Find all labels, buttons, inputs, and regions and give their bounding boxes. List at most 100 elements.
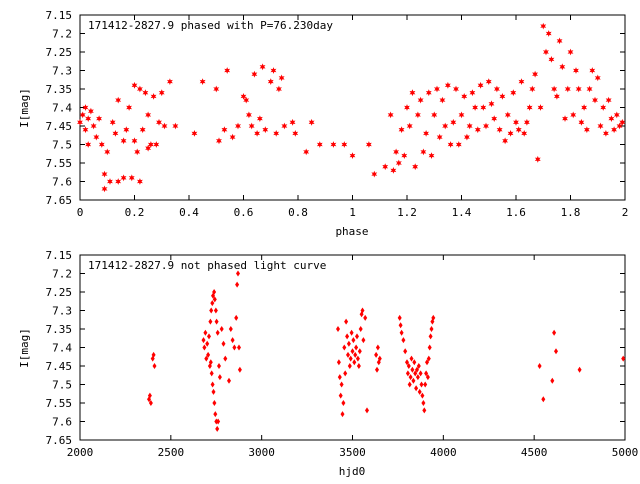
- data-point: [594, 74, 601, 82]
- data-point: [553, 93, 560, 100]
- data-point: [424, 370, 429, 377]
- data-point: [406, 122, 413, 130]
- data-point: [377, 355, 382, 362]
- data-point: [251, 70, 258, 78]
- data-point: [161, 122, 168, 130]
- x-tick-label: 1.2: [397, 206, 417, 219]
- data-point: [134, 148, 141, 156]
- data-point: [532, 70, 538, 78]
- data-point: [88, 107, 94, 115]
- x-tick-label: 0: [77, 206, 84, 219]
- data-point: [147, 141, 154, 148]
- x-tick-label: 3000: [248, 446, 275, 459]
- data-point: [85, 141, 92, 148]
- data-point: [410, 366, 415, 373]
- data-point: [423, 130, 429, 137]
- data-point: [131, 137, 138, 145]
- data-point: [401, 337, 406, 344]
- data-point: [600, 104, 607, 111]
- data-point: [355, 355, 360, 362]
- data-point: [583, 126, 590, 134]
- data-point: [411, 377, 416, 384]
- data-point: [515, 126, 522, 134]
- data-point: [524, 118, 530, 126]
- y-tick-label: 7.35: [46, 83, 73, 96]
- data-point: [145, 111, 152, 119]
- data-point: [344, 318, 349, 325]
- data-points: [147, 270, 626, 432]
- data-point: [104, 148, 111, 156]
- data-point: [229, 133, 236, 141]
- data-point: [213, 411, 218, 418]
- data-point: [223, 355, 228, 362]
- data-point: [210, 300, 215, 307]
- chart-title: 171412-2827.9 phased with P=76.230day: [88, 19, 333, 32]
- x-tick-label: 3500: [339, 446, 366, 459]
- data-point: [398, 322, 403, 329]
- y-tick-label: 7.6: [52, 176, 72, 189]
- data-point: [464, 133, 470, 141]
- data-point: [210, 381, 215, 388]
- data-point: [426, 355, 431, 362]
- data-point: [98, 141, 105, 148]
- y-tick-label: 7.4: [52, 102, 72, 115]
- data-point: [472, 104, 479, 111]
- x-tick-label: 0.6: [234, 206, 254, 219]
- data-point: [347, 363, 352, 369]
- data-point: [356, 363, 361, 369]
- data-point: [371, 170, 378, 178]
- data-point: [415, 111, 421, 119]
- x-tick-label: 2000: [67, 446, 94, 459]
- data-point: [450, 118, 457, 126]
- data-point: [414, 385, 419, 392]
- data-point: [330, 141, 337, 148]
- data-point: [123, 126, 130, 134]
- y-tick-label: 7.65: [46, 434, 73, 447]
- axis-ticks: 0 0.2 0.4 0.6 0.8 1 1.2 1.4 1.6 1.8 2 7.15 7.2 7.25 7.…: [46, 9, 629, 219]
- data-point: [586, 85, 593, 93]
- data-point: [567, 48, 574, 56]
- data-point: [126, 104, 132, 111]
- data-point: [137, 85, 143, 93]
- data-point: [115, 96, 122, 104]
- data-point: [405, 359, 409, 366]
- data-point: [545, 30, 552, 37]
- data-point: [578, 118, 585, 126]
- x-tick-label: 2: [622, 206, 629, 219]
- data-point: [213, 85, 220, 93]
- y-tick-label: 7.35: [46, 323, 73, 336]
- data-point: [461, 93, 468, 100]
- data-point: [338, 392, 343, 399]
- data-point: [240, 93, 247, 100]
- data-point: [303, 148, 310, 156]
- data-point: [128, 174, 135, 182]
- plot-area-frame: [79, 254, 626, 441]
- data-point: [422, 407, 427, 414]
- data-point: [228, 326, 233, 332]
- data-point: [308, 118, 315, 126]
- data-point: [207, 333, 211, 340]
- data-point: [235, 281, 240, 288]
- data-point: [337, 374, 342, 381]
- data-point: [408, 374, 413, 381]
- data-point: [259, 63, 266, 71]
- data-point: [551, 85, 558, 93]
- data-point: [417, 96, 424, 104]
- data-point: [575, 85, 582, 93]
- data-point: [205, 340, 210, 347]
- data-point: [150, 93, 157, 100]
- chart-title: 171412-2827.9 not phased light curve: [88, 259, 326, 272]
- data-point: [361, 337, 366, 344]
- data-point: [336, 326, 340, 332]
- data-point: [153, 141, 160, 148]
- data-point: [415, 374, 420, 381]
- data-point: [221, 340, 226, 347]
- data-point: [543, 48, 549, 56]
- data-point: [474, 126, 481, 134]
- data-point: [215, 329, 220, 336]
- x-axis-label: phase: [335, 225, 368, 238]
- data-point: [477, 81, 484, 89]
- data-point: [458, 111, 465, 119]
- data-point: [237, 366, 242, 373]
